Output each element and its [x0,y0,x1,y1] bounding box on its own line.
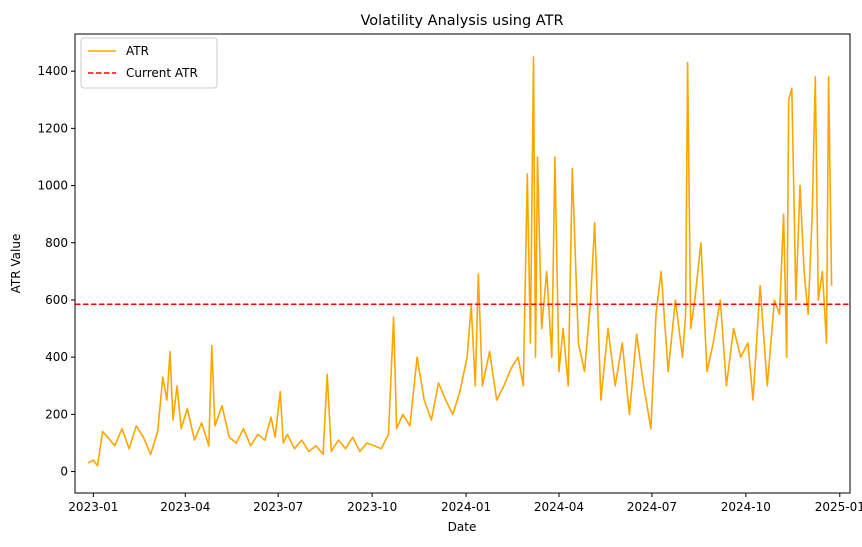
y-tick-label: 400 [45,350,68,364]
x-tick-label: 2023-07 [253,500,303,514]
plot-frame [74,33,851,494]
y-tick-label: 1000 [37,179,68,193]
y-axis-label: ATR Value [9,234,23,294]
y-tick-label: 0 [60,465,68,479]
x-tick-label: 2024-10 [721,500,771,514]
x-axis-label: Date [448,520,477,534]
atr-series-line [87,56,833,467]
legend-atr-label: ATR [126,44,149,58]
plot-area [75,56,850,467]
y-tick-label: 1400 [37,64,68,78]
legend-current-atr-label: Current ATR [126,66,198,80]
legend: ATR Current ATR [80,37,218,89]
chart-title: Volatility Analysis using ATR [360,13,563,29]
x-tick-label: 2023-04 [160,500,210,514]
y-tick-label: 1200 [37,121,68,135]
y-tick-label: 200 [45,407,68,421]
y-tick-label: 600 [45,293,68,307]
legend-box [80,37,218,89]
x-tick-label: 2023-10 [347,500,397,514]
x-tick-label: 2024-01 [441,500,491,514]
y-axis: 0 200 400 600 800 1000 1200 1400 [37,64,75,479]
x-axis: 2023-01 2023-04 2023-07 2023-10 2024-01 2024-… [68,493,862,514]
x-tick-label: 2023-01 [68,500,118,514]
x-tick-label: 2024-07 [627,500,677,514]
y-tick-label: 800 [45,236,68,250]
x-tick-label: 2025-01 [815,500,862,514]
x-tick-label: 2024-04 [534,500,584,514]
